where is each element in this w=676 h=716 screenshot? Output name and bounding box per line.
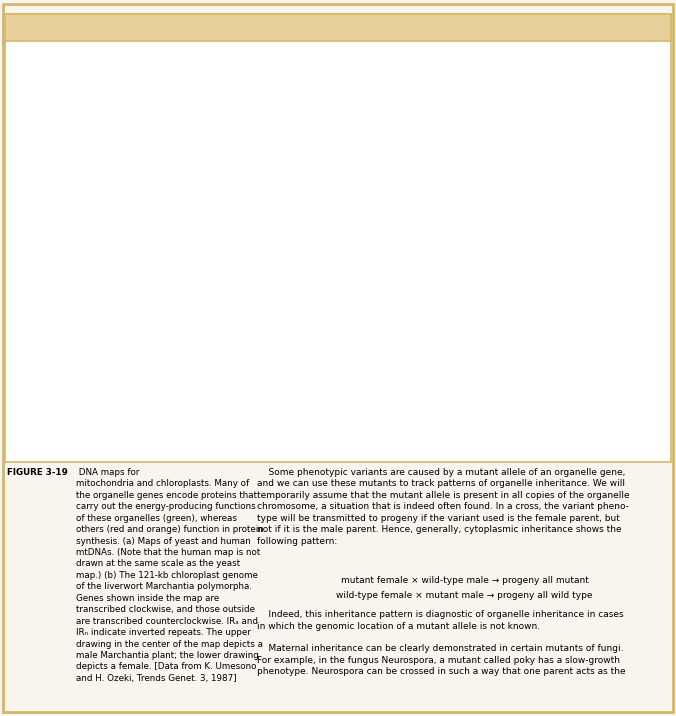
Polygon shape bbox=[581, 310, 620, 349]
Polygon shape bbox=[355, 262, 385, 282]
Polygon shape bbox=[49, 181, 88, 227]
Ellipse shape bbox=[492, 258, 518, 275]
Polygon shape bbox=[368, 301, 400, 328]
Polygon shape bbox=[198, 138, 216, 156]
Polygon shape bbox=[235, 252, 251, 281]
Text: Introns: Introns bbox=[362, 434, 397, 444]
Polygon shape bbox=[176, 134, 190, 149]
Ellipse shape bbox=[444, 240, 473, 260]
Polygon shape bbox=[130, 137, 145, 153]
Bar bbox=[14, 419, 30, 430]
Polygon shape bbox=[50, 248, 64, 261]
Polygon shape bbox=[218, 147, 237, 167]
Polygon shape bbox=[268, 252, 293, 263]
Text: DNA maps for
mitochondria and chloroplasts. Many of
the organelle genes encode p: DNA maps for mitochondria and chloroplas… bbox=[76, 468, 264, 683]
Ellipse shape bbox=[464, 264, 500, 283]
Polygon shape bbox=[357, 272, 393, 312]
Bar bbox=[14, 433, 30, 444]
Polygon shape bbox=[453, 362, 497, 395]
Bar bbox=[14, 448, 30, 458]
Polygon shape bbox=[582, 158, 629, 209]
Polygon shape bbox=[97, 334, 169, 377]
Polygon shape bbox=[86, 326, 112, 354]
Polygon shape bbox=[360, 112, 477, 223]
Polygon shape bbox=[374, 310, 416, 353]
Wedge shape bbox=[355, 110, 639, 395]
Polygon shape bbox=[441, 358, 465, 389]
Text: wild-type female × mutant male → progeny all wild type: wild-type female × mutant male → progeny… bbox=[337, 591, 593, 600]
Polygon shape bbox=[155, 133, 167, 148]
Polygon shape bbox=[571, 143, 639, 289]
Polygon shape bbox=[406, 341, 448, 382]
Polygon shape bbox=[601, 288, 632, 312]
Polygon shape bbox=[606, 276, 636, 296]
Ellipse shape bbox=[476, 238, 514, 262]
Polygon shape bbox=[551, 338, 592, 378]
Polygon shape bbox=[169, 350, 191, 377]
Text: mutant female × wild-type male → progeny all mutant: mutant female × wild-type male → progeny… bbox=[341, 576, 589, 585]
Text: Human mitochondrial DNA: Human mitochondrial DNA bbox=[104, 236, 234, 246]
Text: (b): (b) bbox=[345, 407, 364, 417]
Ellipse shape bbox=[442, 248, 488, 272]
Text: Ribosomal RNAs: Ribosomal RNAs bbox=[362, 420, 443, 429]
Polygon shape bbox=[195, 342, 224, 373]
Wedge shape bbox=[45, 127, 293, 377]
Ellipse shape bbox=[512, 192, 531, 203]
Polygon shape bbox=[158, 127, 241, 171]
Polygon shape bbox=[227, 152, 274, 200]
Circle shape bbox=[511, 173, 523, 185]
Polygon shape bbox=[544, 352, 568, 382]
Text: $IR_A$: $IR_A$ bbox=[405, 188, 420, 201]
Text: tRNAs for protein synthesis: tRNAs for protein synthesis bbox=[38, 434, 172, 444]
Text: Nongenic: Nongenic bbox=[38, 448, 84, 458]
Text: FIGURE 3-19: FIGURE 3-19 bbox=[7, 468, 68, 477]
Polygon shape bbox=[74, 316, 103, 345]
Polygon shape bbox=[574, 329, 602, 358]
Text: Liverwort chloroplast DNA (121 kb): Liverwort chloroplast DNA (121 kb) bbox=[393, 87, 601, 97]
Polygon shape bbox=[594, 301, 626, 330]
Polygon shape bbox=[186, 348, 201, 375]
Polygon shape bbox=[67, 135, 135, 195]
Bar bbox=[338, 419, 354, 430]
Ellipse shape bbox=[522, 200, 543, 213]
Text: Organelle genomes: Organelle genomes bbox=[276, 22, 400, 35]
Polygon shape bbox=[472, 110, 502, 139]
Polygon shape bbox=[218, 273, 291, 360]
Wedge shape bbox=[87, 170, 251, 334]
Polygon shape bbox=[536, 119, 557, 148]
Polygon shape bbox=[507, 111, 546, 145]
Text: Indeed, this inheritance pattern is diagnostic of organelle inheritance in cases: Indeed, this inheritance pattern is diag… bbox=[257, 610, 623, 631]
Polygon shape bbox=[51, 221, 68, 238]
Polygon shape bbox=[45, 220, 93, 332]
Polygon shape bbox=[355, 216, 386, 265]
Polygon shape bbox=[571, 143, 602, 175]
Polygon shape bbox=[255, 190, 293, 270]
Text: (∼17 kb): (∼17 kb) bbox=[147, 256, 191, 266]
Text: Some phenotypic variants are caused by a mutant allele of an organelle gene,
and: Some phenotypic variants are caused by a… bbox=[257, 468, 629, 546]
Polygon shape bbox=[268, 241, 293, 252]
Polygon shape bbox=[513, 357, 555, 393]
Polygon shape bbox=[409, 117, 461, 162]
Text: $IR_B$: $IR_B$ bbox=[574, 188, 589, 201]
Polygon shape bbox=[546, 123, 588, 164]
Text: Yeast mitochondrial DNA (– 78 kb): Yeast mitochondrial DNA (– 78 kb) bbox=[68, 97, 270, 107]
Polygon shape bbox=[110, 145, 124, 162]
Ellipse shape bbox=[496, 203, 520, 216]
Bar bbox=[338, 433, 354, 444]
Polygon shape bbox=[497, 367, 516, 395]
Text: Energy production: Energy production bbox=[38, 420, 128, 429]
Text: (a): (a) bbox=[27, 397, 45, 407]
Text: Maternal inheritance can be clearly demonstrated in certain mutants of fungi.
Fo: Maternal inheritance can be clearly demo… bbox=[257, 644, 625, 676]
Polygon shape bbox=[396, 140, 426, 171]
Circle shape bbox=[527, 170, 539, 183]
Polygon shape bbox=[396, 334, 426, 364]
